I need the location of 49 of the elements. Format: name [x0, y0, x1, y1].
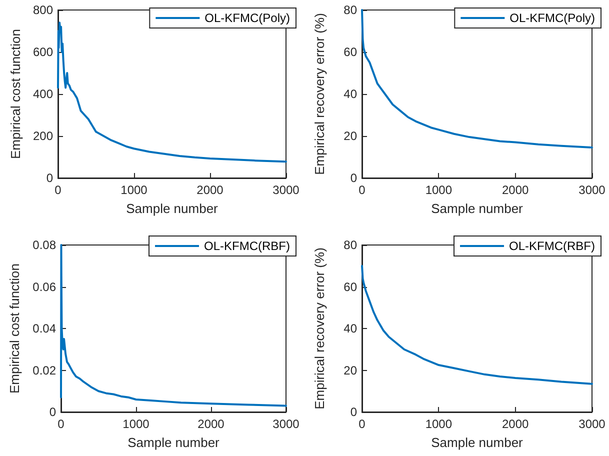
x-tick-label: 3000 — [578, 417, 606, 431]
x-tick-label: 3000 — [272, 183, 300, 197]
x-tick-label: 2000 — [502, 417, 530, 431]
legend-label: OL-KFMC(RBF) — [509, 239, 596, 253]
x-tick-label: 1000 — [425, 417, 452, 431]
y-tick-label: 20 — [344, 363, 358, 378]
y-tick-label: 0.06 — [32, 280, 56, 294]
x-tick-label: 3000 — [272, 417, 300, 431]
x-tick-label: 3000 — [578, 183, 606, 197]
y-axis-title: Empirical cost function — [7, 263, 22, 394]
x-tick-label: 0 — [358, 417, 366, 431]
legend-label: OL-KFMC(RBF) — [204, 239, 290, 253]
y-tick-label: 200 — [32, 129, 54, 143]
y-axis-title: Empirical cost function — [8, 28, 23, 160]
y-tick-label: 600 — [32, 45, 54, 59]
y-tick-label: 0 — [350, 405, 358, 419]
x-tick-label: 1000 — [120, 183, 148, 197]
y-tick-label: 0.04 — [32, 322, 56, 336]
y-tick-label: 20 — [344, 129, 358, 143]
x-tick-label: 2000 — [502, 183, 530, 197]
x-axis-title: Sample number — [126, 201, 219, 216]
x-axis-title: Sample number — [431, 201, 524, 216]
x-axis-title: Sample number — [431, 435, 524, 450]
x-tick-label: 2000 — [196, 183, 224, 197]
y-axis-title: Empirical recovery error (%) — [312, 13, 327, 175]
y-tick-label: 60 — [344, 280, 358, 294]
line-series — [361, 9, 593, 149]
y-axis-title: Empirical recovery error (%) — [312, 248, 327, 410]
y-tick-label: 80 — [344, 3, 358, 17]
x-tick-label: 1000 — [425, 183, 452, 197]
x-axis-title: Sample number — [128, 435, 220, 450]
x-tick-label: 0 — [358, 183, 366, 197]
y-tick-label: 60 — [344, 45, 358, 59]
y-tick-label: 0.02 — [32, 363, 56, 378]
y-tick-label: 40 — [344, 87, 358, 101]
x-tick-label: 0 — [58, 417, 65, 431]
y-tick-label: 0 — [350, 171, 358, 185]
line-series — [361, 264, 593, 385]
x-tick-label: 1000 — [122, 417, 150, 431]
x-tick-label: 2000 — [198, 417, 225, 431]
legend-label: OL-KFMC(Poly) — [204, 11, 290, 25]
y-tick-label: 0 — [49, 405, 56, 419]
y-tick-label: 40 — [344, 322, 358, 336]
legend-label: OL-KFMC(Poly) — [510, 11, 596, 25]
y-tick-label: 0.08 — [32, 238, 56, 252]
y-tick-label: 800 — [32, 3, 54, 17]
y-tick-label: 80 — [344, 238, 358, 252]
y-tick-label: 400 — [32, 87, 54, 101]
y-tick-label: 0 — [46, 171, 54, 185]
